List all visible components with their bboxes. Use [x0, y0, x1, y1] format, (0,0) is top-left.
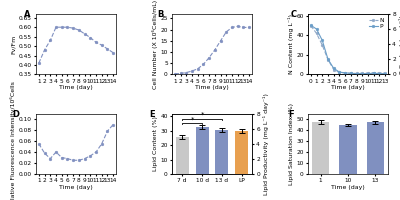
P	[308, 24, 313, 27]
Bar	[216, 130, 228, 174]
N	[354, 72, 359, 75]
Y-axis label: P Content (mg L⁻¹): P Content (mg L⁻¹)	[399, 15, 400, 74]
Text: B: B	[158, 10, 164, 19]
Legend: N, P: N, P	[368, 17, 385, 31]
N	[377, 72, 382, 74]
P	[326, 58, 330, 60]
Bar	[176, 137, 188, 174]
Text: A: A	[24, 10, 30, 19]
P	[377, 72, 382, 75]
N	[331, 68, 336, 71]
Text: D: D	[12, 110, 19, 119]
N	[326, 59, 330, 61]
P	[366, 72, 370, 75]
P	[314, 28, 319, 30]
Line: N: N	[310, 24, 386, 75]
N	[348, 72, 353, 75]
Text: E: E	[150, 110, 155, 119]
Bar	[339, 125, 357, 174]
Y-axis label: Fv/Fm: Fv/Fm	[11, 35, 16, 54]
N	[320, 44, 325, 46]
P	[383, 72, 388, 75]
X-axis label: Time (day): Time (day)	[59, 85, 93, 90]
Y-axis label: Lipid Saturation Index (%): Lipid Saturation Index (%)	[288, 103, 294, 185]
Y-axis label: Cell Number (X 10⁶Cells/mL): Cell Number (X 10⁶Cells/mL)	[152, 0, 158, 89]
Line: P: P	[310, 24, 386, 75]
Y-axis label: Relative Fluorescence Intensity/10⁶Cells: Relative Fluorescence Intensity/10⁶Cells	[10, 81, 16, 200]
X-axis label: Time (day): Time (day)	[331, 85, 365, 90]
N	[343, 72, 348, 74]
P	[371, 72, 376, 74]
P	[343, 72, 348, 74]
Bar	[366, 122, 384, 174]
Text: *: *	[200, 112, 204, 118]
Text: *: *	[190, 117, 194, 123]
N	[308, 24, 313, 27]
P	[348, 72, 353, 74]
Text: C: C	[290, 10, 296, 19]
Bar	[236, 131, 248, 174]
N	[337, 71, 342, 74]
P	[360, 72, 365, 75]
X-axis label: Time (day): Time (day)	[195, 85, 229, 90]
Y-axis label: Lipid Content (%): Lipid Content (%)	[152, 116, 158, 171]
X-axis label: Time (day): Time (day)	[59, 185, 93, 190]
N	[366, 72, 370, 74]
Bar	[196, 127, 208, 174]
P	[331, 67, 336, 70]
X-axis label: Time (day): Time (day)	[331, 185, 365, 190]
N	[314, 32, 319, 35]
N	[360, 72, 365, 74]
Bar	[312, 122, 330, 174]
N	[371, 71, 376, 74]
P	[354, 72, 359, 75]
Y-axis label: Lipid Productivity (mg L⁻¹ day⁻¹): Lipid Productivity (mg L⁻¹ day⁻¹)	[263, 93, 269, 195]
N	[383, 72, 388, 74]
Y-axis label: N Content (mg L⁻¹): N Content (mg L⁻¹)	[288, 14, 294, 74]
P	[320, 39, 325, 42]
Text: F: F	[288, 110, 294, 119]
P	[337, 71, 342, 73]
